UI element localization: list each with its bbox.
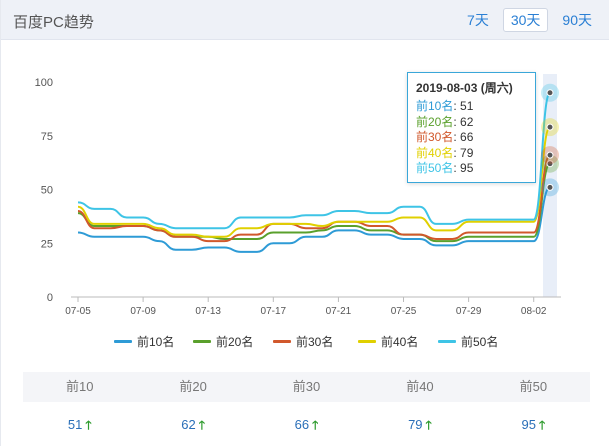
- legend-swatch: [193, 340, 211, 343]
- x-tick-label: 07-13: [195, 306, 221, 317]
- summary-header-cell: 前40: [406, 379, 434, 394]
- series-point-2: [546, 160, 554, 168]
- legend-label: 前30名: [296, 335, 334, 349]
- chart-tooltip: 2019-08-03 (周六) 前10名: 51 前20名: 62 前30名: …: [407, 72, 536, 183]
- tab-30-days[interactable]: 30天: [502, 8, 549, 32]
- tooltip-value: 95: [460, 161, 474, 175]
- legend-item-top20[interactable]: 前20名: [193, 333, 253, 350]
- up-arrow-icon: 🡑: [198, 418, 205, 432]
- tooltip-date: 2019-08-03 (周六): [416, 81, 513, 95]
- summary-value-cell: 95 🡑: [477, 402, 590, 446]
- legend-swatch: [114, 340, 132, 343]
- legend-item-top50[interactable]: 前50名: [438, 333, 498, 350]
- summary-value: 62: [181, 417, 196, 432]
- legend-swatch: [438, 340, 456, 343]
- tooltip-label: 前30名: [416, 130, 454, 144]
- summary-value-cell: 51 🡑: [23, 402, 136, 446]
- range-tabs: 7天 30天 90天: [459, 8, 600, 32]
- legend-swatch: [358, 340, 376, 343]
- summary-value: 51: [67, 417, 83, 432]
- x-tick-label: 07-21: [326, 306, 352, 317]
- summary-header-cell: 前30: [292, 379, 321, 394]
- tooltip-label: 前20名: [416, 114, 454, 129]
- tooltip-row-top40: 前40名: 79: [416, 145, 474, 160]
- trend-chart[interactable]: 0 25 50 75 100 07-05 07-09 07-13 07-17 07-21 07-25…: [1, 42, 609, 327]
- summary-header-cell: 前20: [179, 379, 207, 394]
- legend-item-top30[interactable]: 前30名: [273, 333, 333, 350]
- summary-value: 79: [408, 417, 423, 432]
- summary-header-cell: 前50: [519, 379, 548, 394]
- legend-label: 前10名: [137, 335, 175, 349]
- x-tick-label: 08-02: [521, 306, 547, 317]
- y-tick-label: 100: [35, 77, 53, 89]
- legend-item-top10[interactable]: 前10名: [114, 333, 174, 350]
- summary-value-cell: 79 🡑: [363, 402, 476, 446]
- tooltip-label: 前50名: [416, 161, 454, 175]
- y-tick-label: 50: [41, 185, 53, 197]
- series-line-5: [77, 91, 551, 230]
- series-point-3: [546, 151, 554, 159]
- tab-90-days[interactable]: 90天: [562, 12, 592, 28]
- up-arrow-icon: 🡑: [312, 418, 319, 432]
- series-line-1: [77, 186, 551, 253]
- chart-legend: 前10名 前20名 前30名 前40名 前50名: [1, 333, 609, 349]
- x-tick-label: 07-29: [456, 306, 482, 317]
- up-arrow-icon: 🡑: [425, 418, 432, 432]
- legend-label: 前20名: [216, 335, 254, 349]
- x-tick-label: 07-17: [261, 306, 287, 317]
- x-tick-label: 07-09: [130, 306, 156, 317]
- summary-header-cell: 前10: [65, 379, 94, 394]
- series-point-4: [546, 123, 554, 131]
- tooltip-row-top10: 前10名: 51: [416, 99, 474, 113]
- tooltip-value: 79: [460, 145, 474, 160]
- tooltip-value: 51: [460, 99, 474, 113]
- summary-value: 66: [294, 417, 310, 432]
- summary-value: 95: [521, 417, 536, 432]
- summary-value-cell: 66 🡑: [250, 402, 363, 446]
- legend-swatch: [273, 340, 291, 343]
- tooltip-row-top20: 前20名: 62: [416, 114, 474, 129]
- summary-table: 前10 前20 前30 前40 前50 51 🡑 62 🡑 66 🡑 79 🡑 95 🡑: [23, 372, 590, 446]
- y-tick-label: 25: [41, 238, 53, 250]
- legend-item-top40[interactable]: 前40名: [358, 333, 418, 350]
- summary-header-row: 前10 前20 前30 前40 前50: [23, 372, 590, 402]
- summary-value-cell: 62 🡑: [136, 402, 249, 446]
- up-arrow-icon: 🡑: [85, 418, 92, 432]
- tooltip-label: 前10名: [416, 99, 454, 113]
- legend-label: 前50名: [461, 335, 499, 349]
- series-line-3: [77, 154, 551, 243]
- tooltip-value: 62: [460, 114, 474, 129]
- series-point-5: [546, 89, 554, 97]
- tooltip-value: 66: [460, 130, 474, 144]
- tooltip-row-top30: 前30名: 66: [416, 130, 474, 144]
- series-point-1: [546, 183, 554, 191]
- tooltip-label: 前40名: [416, 145, 454, 160]
- up-arrow-icon: 🡑: [538, 418, 546, 432]
- series-line-4: [77, 126, 551, 238]
- summary-value-row: 51 🡑 62 🡑 66 🡑 79 🡑 95 🡑: [23, 402, 590, 446]
- y-tick-label: 75: [41, 131, 53, 143]
- x-tick-label: 07-25: [391, 306, 417, 317]
- tooltip-row-top50: 前50名: 95: [416, 161, 474, 175]
- y-tick-label: 0: [47, 292, 53, 304]
- panel-header: 百度PC趋势 7天 30天 90天: [1, 0, 609, 40]
- panel-title: 百度PC趋势: [13, 14, 94, 31]
- tab-7-days[interactable]: 7天: [467, 12, 489, 28]
- legend-label: 前40名: [381, 335, 419, 349]
- x-tick-label: 07-05: [65, 306, 91, 317]
